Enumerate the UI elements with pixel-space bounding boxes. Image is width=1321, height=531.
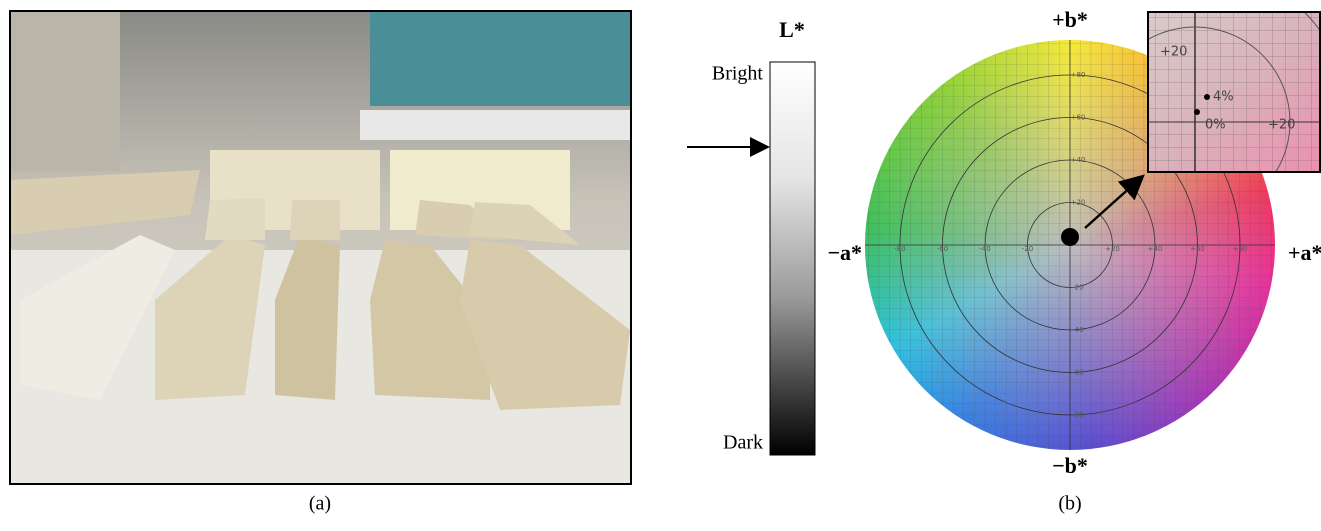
inset-point-label: 0% (1205, 118, 1226, 133)
cabinet (10, 11, 120, 171)
block (205, 198, 265, 240)
axis-label: +a* (1288, 240, 1321, 265)
axis-label: −a* (827, 240, 862, 265)
wheel-tick-label: -80 (1072, 411, 1083, 419)
machine (370, 11, 631, 106)
axis-label: −b* (1052, 453, 1088, 478)
wheel-tick-label: -20 (1072, 284, 1083, 292)
wheel-tick-label: -60 (1072, 369, 1083, 377)
wheel-tick-label: +20 (1071, 199, 1086, 207)
inset-point (1194, 109, 1200, 115)
scale-label: Dark (723, 432, 763, 454)
figure-overlay: (a) L* Bright Dark -80 -60 -40 -20 +20 +40 +60… (0, 0, 1321, 531)
wheel-tick-label: -60 (937, 245, 948, 253)
wheel-tick-label: -40 (979, 245, 990, 253)
caption: (a) (309, 493, 331, 515)
lightness-bar (770, 62, 815, 455)
scale-title: L* (779, 17, 805, 42)
photo (10, 11, 631, 484)
block (290, 200, 340, 240)
wheel-tick-label: +20 (1105, 245, 1120, 253)
bench (360, 110, 631, 140)
wheel-tick-label: -40 (1072, 326, 1083, 334)
wheel-tick-label: -20 (1022, 245, 1033, 253)
inset-tick-label: +20 (1268, 118, 1295, 133)
wheel-tick-label: +80 (1071, 71, 1086, 79)
wheel-tick-label: +60 (1190, 245, 1205, 253)
inset-point (1204, 94, 1210, 100)
scale-label: Bright (712, 63, 764, 85)
axis-label: +b* (1052, 7, 1088, 32)
wheel-tick-label: -80 (894, 245, 905, 253)
caption: (b) (1058, 493, 1081, 515)
wheel-tick-label: +80 (1233, 245, 1248, 253)
wheel-tick-label: +40 (1071, 156, 1086, 164)
figure: (a) L* Bright Dark -80 -60 -40 -20 +20 +40 +60… (0, 0, 1321, 531)
inset-tick-label: +20 (1160, 45, 1187, 60)
inset-point-label: 4% (1213, 90, 1234, 105)
sample-point (1061, 228, 1079, 246)
wheel-tick-label: +60 (1071, 114, 1086, 122)
wheel-tick-label: +40 (1148, 245, 1163, 253)
